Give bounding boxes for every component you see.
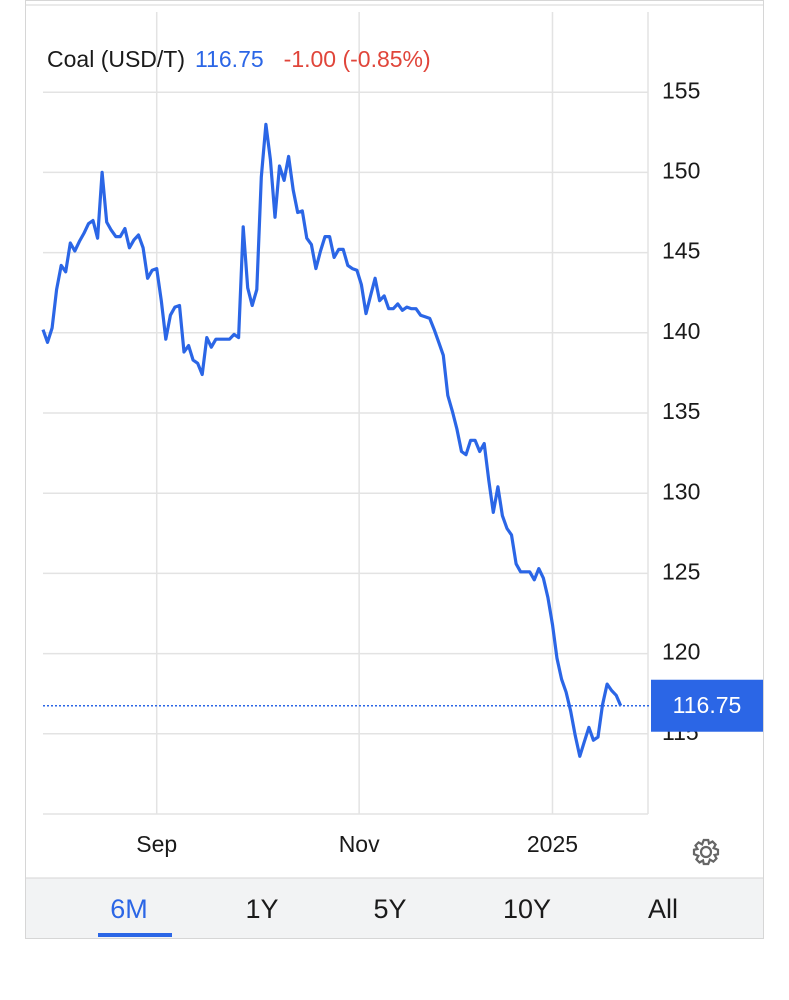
header: Coal (USD/T) 116.75 -1.00 (-0.85%) xyxy=(47,46,431,72)
range-button[interactable]: 10Y xyxy=(503,894,551,924)
x-tick-label: Nov xyxy=(339,831,380,857)
range-button[interactable]: 1Y xyxy=(245,894,278,924)
y-tick-label: 150 xyxy=(662,157,700,183)
chart-title: Coal (USD/T) xyxy=(47,46,185,72)
y-tick-label: 145 xyxy=(662,238,700,264)
price: 116.75 xyxy=(195,46,264,72)
range-button[interactable]: 6M xyxy=(110,894,148,924)
range-underline xyxy=(98,933,172,937)
change: -1.00 (-0.85%) xyxy=(284,46,431,72)
range-bar xyxy=(26,878,763,938)
y-tick-label: 125 xyxy=(662,558,700,584)
x-tick-label: Sep xyxy=(136,831,177,857)
settings-icon[interactable] xyxy=(692,838,720,866)
panel xyxy=(25,0,764,939)
range-button[interactable]: All xyxy=(648,894,678,924)
line-series xyxy=(41,122,623,758)
price-tag-label: 116.75 xyxy=(673,692,742,718)
y-tick-label: 155 xyxy=(662,77,700,103)
y-tick-label: 140 xyxy=(662,318,700,344)
y-tick-label: 130 xyxy=(662,478,700,504)
x-tick-label: 2025 xyxy=(527,831,578,857)
price-tag xyxy=(651,679,763,732)
range-button[interactable]: 5Y xyxy=(373,894,406,924)
y-tick-label: 135 xyxy=(662,398,700,424)
y-tick-label: 120 xyxy=(662,639,700,665)
